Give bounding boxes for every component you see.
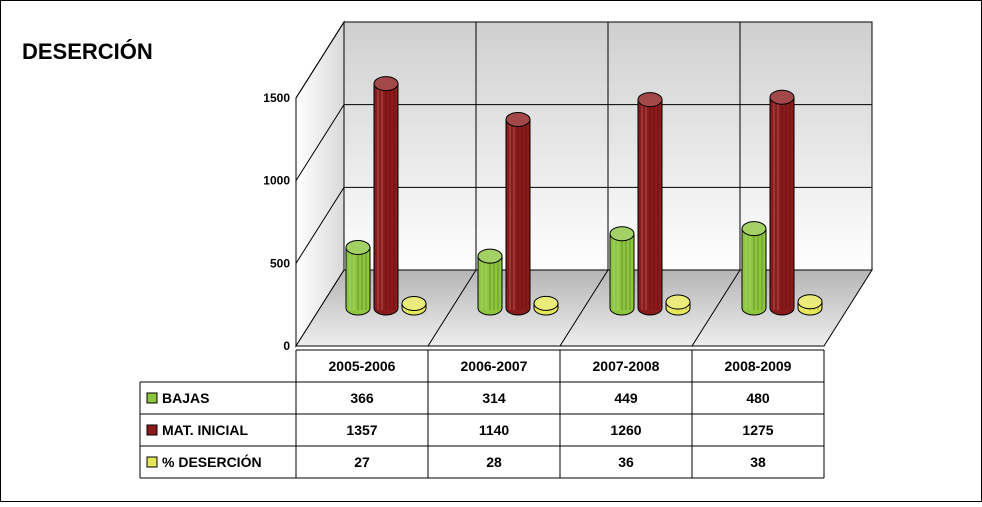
data-label: 1140 (479, 422, 510, 438)
bar-cap (769, 89, 795, 105)
bar (505, 112, 531, 316)
bar-cap (477, 248, 503, 264)
gridline-side (295, 104, 345, 181)
gridline-floor (427, 269, 477, 347)
bar-cap (401, 296, 427, 312)
data-table: 2005-2006 2006-2007 2007-2008 2008-2009 BAJA… (139, 349, 825, 479)
bar (345, 239, 371, 316)
bar (797, 294, 823, 316)
bar-cap (505, 112, 531, 128)
bar-cap (637, 92, 663, 108)
gridline-floor (691, 269, 741, 347)
bar-cap (665, 294, 691, 310)
legend-label: BAJAS (162, 390, 209, 406)
axes: 0 500 1000 1500 (263, 91, 297, 353)
bar (637, 92, 663, 316)
data-label: 314 (482, 390, 506, 406)
legend-swatch (146, 424, 158, 436)
x-tick-label: 2008-2009 (725, 358, 792, 374)
data-label: 38 (750, 454, 766, 470)
gridline-floor (559, 269, 609, 347)
bar (533, 295, 559, 316)
bar-cap (373, 76, 399, 92)
x-tick-label: 2006-2007 (461, 358, 528, 374)
gridline-side (295, 21, 345, 99)
bar (609, 226, 635, 316)
data-label: 27 (354, 454, 370, 470)
gridline-side (295, 187, 345, 264)
y-tick-label: 0 (283, 339, 290, 353)
bar-cap (345, 239, 371, 255)
bars (345, 76, 823, 316)
y-tick-label: 1000 (263, 174, 290, 188)
data-label: 1260 (610, 422, 641, 438)
y-tick-label: 1500 (263, 91, 290, 105)
bar-cap (797, 294, 823, 310)
y-tick-label: 500 (270, 256, 290, 270)
bar (477, 248, 503, 316)
bar (373, 76, 399, 316)
data-label: 480 (746, 390, 770, 406)
bar (401, 296, 427, 316)
bar (665, 294, 691, 316)
data-label: 36 (618, 454, 634, 470)
data-label: 1357 (346, 422, 377, 438)
bar-cap (609, 226, 635, 242)
x-tick-label: 2007-2008 (593, 358, 660, 374)
bar (741, 221, 767, 316)
data-label: 28 (486, 454, 502, 470)
bar-cap (741, 221, 767, 237)
bar (769, 89, 795, 316)
chart-title: DESERCIÓN (22, 39, 153, 64)
legend-label: MAT. INICIAL (162, 422, 249, 438)
legend-swatch (146, 392, 158, 404)
data-label: 449 (614, 390, 638, 406)
x-tick-label: 2005-2006 (329, 358, 396, 374)
data-label: 1275 (742, 422, 773, 438)
legend-label: % DESERCIÓN (162, 453, 262, 470)
legend-swatch (146, 456, 158, 468)
bar-cap (533, 295, 559, 311)
data-label: 366 (350, 390, 374, 406)
